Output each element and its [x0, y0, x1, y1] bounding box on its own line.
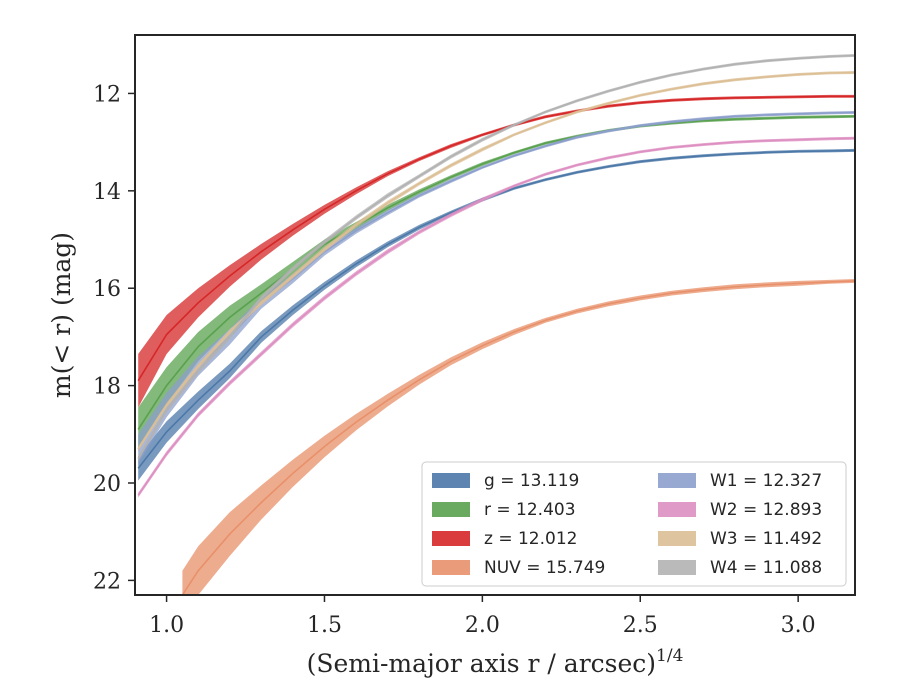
legend-swatch	[658, 502, 696, 517]
legend-swatch	[432, 502, 470, 517]
legend-swatch	[658, 531, 696, 546]
series-line-w3	[137, 71, 855, 450]
series-band-r	[138, 114, 855, 452]
series-layer	[137, 54, 855, 595]
legend-label: W3 = 11.492	[710, 529, 822, 549]
legend-box	[421, 461, 847, 587]
y-tick-label: 14	[93, 180, 121, 205]
series-line-r	[137, 115, 855, 430]
legend-item-w3: W3 = 11.492	[658, 529, 822, 549]
y-tick-label: 16	[93, 277, 121, 302]
legend-label: g = 13.119	[484, 471, 579, 491]
legend-item-w2: W2 = 12.893	[658, 500, 822, 520]
legend-item-z: z = 12.012	[432, 529, 577, 549]
legend-swatch	[432, 473, 470, 488]
y-tick-label: 18	[93, 375, 121, 400]
legend-swatch	[432, 531, 470, 546]
legend-label: W2 = 12.893	[710, 500, 822, 520]
legend-item-r: r = 12.403	[432, 500, 576, 520]
x-tick-label: 2.0	[465, 613, 500, 638]
legend-label: W1 = 12.327	[710, 471, 822, 491]
legend-item-g: g = 13.119	[432, 471, 579, 491]
legend-label: z = 12.012	[484, 529, 577, 549]
series-w3	[137, 71, 855, 452]
series-band-g	[138, 148, 855, 481]
series-line-w2	[137, 137, 855, 496]
x-tick-label: 1.0	[149, 613, 184, 638]
legend-label: W4 = 11.088	[710, 558, 822, 578]
series-line-z	[137, 95, 855, 382]
series-w2	[137, 136, 855, 498]
legend-swatch	[658, 473, 696, 488]
legend-label: NUV = 15.749	[484, 558, 605, 578]
y-axis-label: m(< r) (mag)	[47, 232, 76, 398]
series-line-w4	[137, 54, 855, 460]
series-line-nuv	[181, 280, 855, 595]
legend-swatch	[432, 560, 470, 575]
x-tick-label: 2.5	[623, 613, 658, 638]
series-r	[137, 114, 855, 452]
x-tick-label: 3.0	[781, 613, 816, 638]
y-tick-label: 12	[93, 82, 121, 107]
x-tick-label: 1.5	[307, 613, 342, 638]
series-line-w1	[137, 111, 855, 450]
x-axis-label-main: (Semi-major axis r / arcsec)	[307, 649, 656, 678]
legend-item-w4: W4 = 11.088	[658, 558, 822, 578]
legend-item-nuv: NUV = 15.749	[432, 558, 605, 578]
series-z	[137, 94, 855, 408]
y-tick-label: 22	[93, 569, 121, 594]
x-axis-label: (Semi-major axis r / arcsec)1/4	[307, 646, 684, 678]
legend-item-w1: W1 = 12.327	[658, 471, 822, 491]
x-axis-label-superscript: 1/4	[656, 646, 683, 666]
x-axis: 1.0 1.5 2.0 2.5 3.0	[149, 595, 816, 638]
y-axis: 12 14 16 18 20 22	[93, 82, 135, 594]
legend-swatch	[658, 560, 696, 575]
legend-label: r = 12.403	[484, 500, 576, 520]
series-w4	[137, 54, 855, 462]
y-tick-label: 20	[93, 472, 121, 497]
plot-frame	[134, 34, 856, 596]
series-nuv	[181, 279, 855, 595]
legend: g = 13.119 r = 12.403 z = 12.012 NUV = 15.7…	[421, 461, 847, 587]
